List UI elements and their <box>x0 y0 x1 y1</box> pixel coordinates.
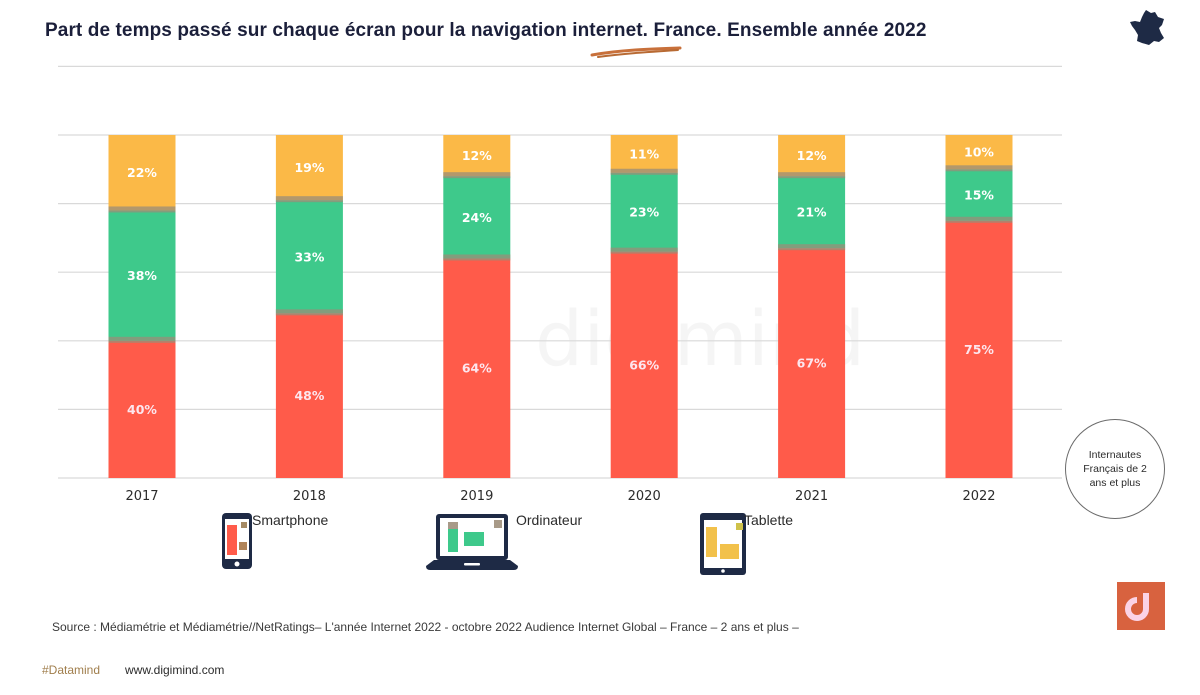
data-label-smartphone-2021: 67% <box>797 356 827 371</box>
bar-segment-ordinateur-2019 <box>443 176 511 259</box>
hashtag-link[interactable]: #Datamind <box>42 663 101 677</box>
segment-separator <box>108 336 176 343</box>
tablet-icon <box>700 513 746 575</box>
x-tick-label-2018: 2018 <box>293 489 326 504</box>
bar-segment-smartphone-2017 <box>108 340 176 478</box>
data-label-smartphone-2020: 66% <box>629 357 659 372</box>
segment-separator <box>610 168 678 175</box>
legend-item-tablette: Tablette <box>698 510 793 576</box>
segment-separator <box>443 172 511 179</box>
bar-segment-tablette-2021 <box>778 135 846 177</box>
data-label-ordinateur-2020: 23% <box>629 205 659 220</box>
title-underline-decoration <box>590 46 682 58</box>
bar-segment-tablette-2022 <box>945 135 1013 170</box>
laptop-icon <box>426 514 518 570</box>
bars: 40% 38% 22% 48% 33% 19% 64% 24% 12% 66% 23% 11% 67% 2… <box>108 135 1013 478</box>
digimind-logo <box>1117 582 1165 630</box>
data-label-ordinateur-2018: 33% <box>294 249 324 264</box>
bar-segment-tablette-2019 <box>443 135 511 177</box>
bar-segment-smartphone-2021 <box>778 248 846 478</box>
bar-segment-tablette-2018 <box>275 135 343 201</box>
segment-separator <box>610 247 678 254</box>
france-map-icon <box>1130 10 1164 45</box>
data-label-tablette-2021: 12% <box>797 148 827 163</box>
segment-separator <box>945 216 1013 223</box>
data-label-smartphone-2019: 64% <box>462 361 492 376</box>
legend-label-ordinateur: Ordinateur <box>516 512 583 528</box>
population-badge-text: Internautes Français de 2 ans et plus <box>1083 449 1147 489</box>
gridlines <box>58 65 1062 479</box>
source-note: Source : Médiamétrie et Médiamétrie//Net… <box>52 620 799 634</box>
data-label-ordinateur-2017: 38% <box>127 268 157 283</box>
x-axis-ticks: 2017 2018 2019 2020 2021 2022 <box>125 489 995 504</box>
segment-separator <box>275 196 343 203</box>
bar-segment-ordinateur-2018 <box>275 200 343 314</box>
bar-segment-smartphone-2022 <box>945 220 1013 478</box>
chart-title: Part de temps passé sur chaque écran pou… <box>45 20 927 41</box>
data-label-tablette-2020: 11% <box>629 146 659 161</box>
legend-item-smartphone: Smartphone <box>220 510 328 572</box>
data-label-smartphone-2017: 40% <box>127 402 157 417</box>
digimind-logo-icon <box>1125 593 1149 621</box>
bar-segment-smartphone-2018 <box>275 313 343 478</box>
x-tick-label-2021: 2021 <box>795 489 828 504</box>
x-tick-label-2019: 2019 <box>460 489 493 504</box>
bar-segment-ordinateur-2021 <box>778 176 846 249</box>
x-tick-label-2020: 2020 <box>628 489 661 504</box>
segment-separator <box>778 244 846 251</box>
data-label-smartphone-2018: 48% <box>294 388 324 403</box>
segment-separator <box>108 206 176 213</box>
data-label-tablette-2019: 12% <box>462 148 492 163</box>
bar-segment-tablette-2020 <box>610 135 678 173</box>
segment-separator <box>275 309 343 316</box>
smartphone-icon <box>222 513 252 569</box>
segment-separator <box>778 172 846 179</box>
data-label-ordinateur-2019: 24% <box>462 210 492 225</box>
data-label-tablette-2018: 19% <box>294 160 324 175</box>
segment-separator <box>945 165 1013 172</box>
data-label-ordinateur-2022: 15% <box>964 188 994 203</box>
bar-segment-ordinateur-2020 <box>610 172 678 252</box>
population-badge: Internautes Français de 2 ans et plus <box>1065 419 1165 519</box>
data-label-ordinateur-2021: 21% <box>797 205 827 220</box>
bar-segment-smartphone-2020 <box>610 251 678 478</box>
segment-separator <box>443 254 511 261</box>
bar-segment-smartphone-2019 <box>443 258 511 478</box>
legend-label-smartphone: Smartphone <box>252 512 329 528</box>
data-label-tablette-2017: 22% <box>127 165 157 180</box>
stacked-bar-chart: digimind 40%38%22%48%33%19%64%24%12%66%2… <box>58 65 1062 504</box>
x-tick-label-2017: 2017 <box>125 489 158 504</box>
x-tick-label-2022: 2022 <box>962 489 995 504</box>
data-label-tablette-2022: 10% <box>964 145 994 160</box>
data-label-smartphone-2022: 75% <box>964 342 994 357</box>
legend-label-tablette: Tablette <box>744 512 794 528</box>
bar-segment-tablette-2017 <box>108 135 176 211</box>
website-link[interactable]: www.digimind.com <box>125 663 225 677</box>
legend-item-ordinateur: Ordinateur <box>424 510 582 576</box>
bar-segment-ordinateur-2017 <box>108 210 176 341</box>
bar-segment-ordinateur-2022 <box>945 169 1013 221</box>
